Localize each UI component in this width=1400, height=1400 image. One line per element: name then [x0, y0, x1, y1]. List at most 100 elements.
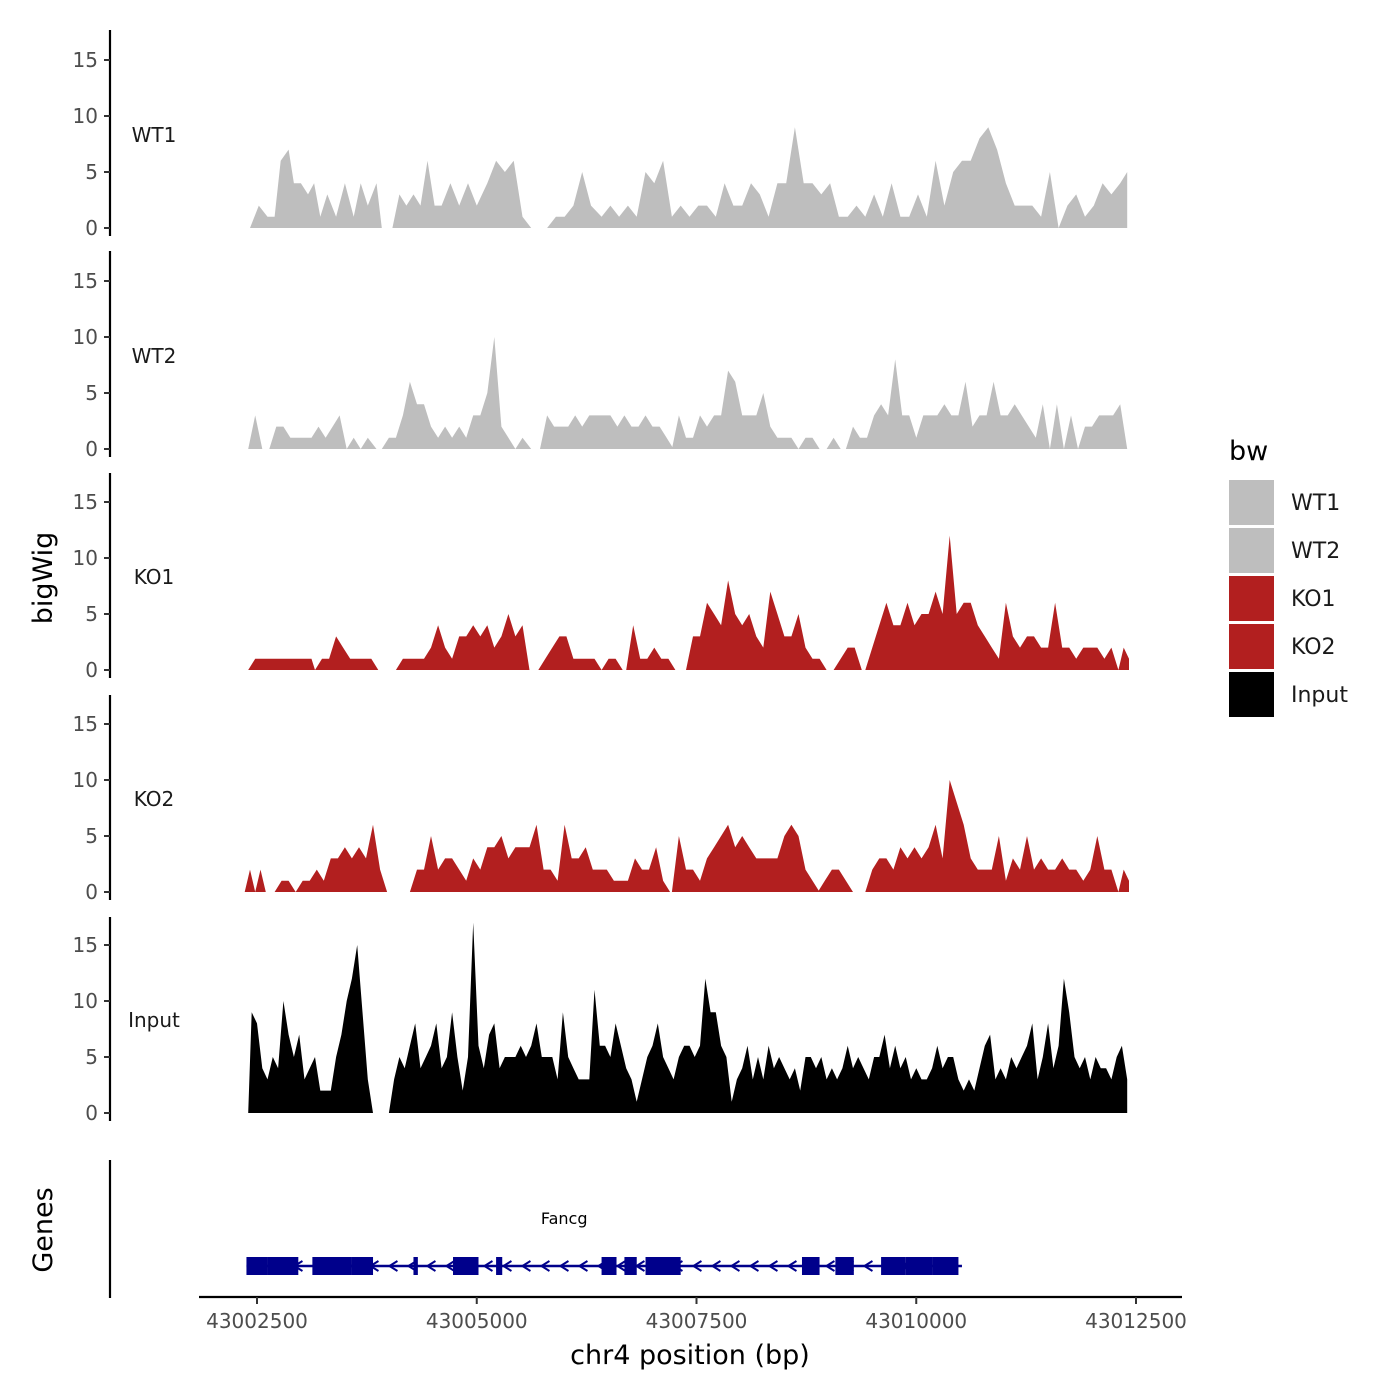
area-segment-ko2 [671, 824, 820, 892]
strand-arrow [710, 1260, 721, 1272]
x-axis-title: chr4 position (bp) [570, 1340, 810, 1371]
exon [246, 1257, 268, 1275]
area-segment-input [388, 922, 1128, 1113]
area-segment-ko1 [395, 614, 530, 670]
y-tick-label: 10 [73, 325, 98, 349]
legend-item-ko1: KO1 [1229, 576, 1336, 621]
area-segment-wt2 [845, 359, 1128, 449]
exon [413, 1257, 418, 1275]
track-label-ko1: KO1 [134, 565, 175, 589]
strand-arrow [539, 1260, 550, 1272]
exon [453, 1257, 479, 1275]
exon [881, 1257, 906, 1275]
strand-arrow [729, 1260, 740, 1272]
exon [351, 1257, 374, 1275]
y-tick-label: 10 [73, 104, 98, 128]
exon [835, 1257, 854, 1275]
legend-title: bw [1229, 436, 1268, 467]
area-segment-wt1 [547, 127, 1128, 228]
strand-arrow [767, 1260, 778, 1272]
legend-item-wt1: WT1 [1229, 480, 1340, 525]
area-segment-input [248, 945, 384, 1113]
legend-swatch [1229, 528, 1274, 573]
legend-swatch [1229, 672, 1274, 717]
area-segment-wt2 [381, 337, 532, 449]
legend-item-input: Input [1229, 672, 1348, 717]
strand-arrow [615, 1260, 626, 1272]
legend-item-ko2: KO2 [1229, 624, 1336, 669]
y-tick-label: 10 [73, 768, 98, 792]
y-tick-label: 5 [85, 381, 98, 405]
exon [312, 1257, 352, 1275]
gene-track: Fancg [108, 1160, 962, 1298]
track-label-ko2: KO2 [134, 787, 175, 811]
legend-label: WT2 [1291, 539, 1340, 564]
legend-label: KO1 [1291, 587, 1336, 612]
area-segment-wt1 [250, 149, 382, 228]
area-segment-ko1 [315, 636, 379, 670]
strand-arrow [786, 1260, 797, 1272]
area-segment-ko2 [817, 869, 853, 892]
area-segment-ko1 [865, 535, 1129, 670]
exon [624, 1257, 637, 1275]
legend-swatch [1229, 624, 1274, 669]
area-segment-ko2 [865, 780, 1129, 892]
strand-arrow [691, 1260, 702, 1272]
strand-arrow [425, 1260, 436, 1272]
y-tick-label: 0 [85, 216, 98, 240]
strand-arrow [501, 1260, 512, 1272]
y-tick-label: 15 [73, 712, 98, 736]
y-tick-label: 0 [85, 1101, 98, 1125]
y-tick-label: 5 [85, 160, 98, 184]
area-segment-wt2 [540, 415, 674, 449]
x-tick-label: 43002500 [206, 1309, 308, 1333]
strand-arrow [824, 1260, 835, 1272]
strand-arrow [558, 1260, 569, 1272]
strand-arrow [748, 1260, 759, 1272]
bigwig-tracks: 0 5 10 15 WT1 0 5 10 15 WT2 0 5 10 15 KO1 0 5 10 15 KO2 0 5 10… [73, 30, 1129, 1125]
track-label-wt2: WT2 [132, 344, 177, 368]
area-segment-ko1 [833, 647, 862, 670]
y-tick-label: 5 [85, 602, 98, 626]
area-segment-ko1 [626, 625, 676, 670]
genes-axis-title: Genes [28, 1187, 59, 1272]
exon [645, 1257, 681, 1275]
track-ko1: 0 5 10 15 KO1 [73, 473, 1129, 682]
y-tick-label: 5 [85, 1045, 98, 1069]
y-tick-label: 15 [73, 490, 98, 514]
track-input: 0 5 10 15 Input [73, 917, 1128, 1125]
legend-swatch [1229, 576, 1274, 621]
area-segment-ko1 [538, 636, 623, 670]
gene-name-label: Fancg [541, 1209, 588, 1228]
legend-swatch [1229, 480, 1274, 525]
legend-label: Input [1291, 683, 1348, 708]
x-tick-label: 43005000 [426, 1309, 528, 1333]
y-tick-label: 0 [85, 437, 98, 461]
area-segment-ko2 [409, 824, 671, 892]
area-segment-wt2 [248, 415, 377, 449]
x-tick-label: 43010000 [865, 1309, 967, 1333]
y-tick-label: 10 [73, 989, 98, 1013]
strand-arrow [577, 1260, 588, 1272]
track-wt2: 0 5 10 15 WT2 [73, 251, 1128, 461]
strand-arrow [387, 1260, 398, 1272]
x-axis: 43002500 43005000 43007500 43010000 43012500 [199, 1295, 1187, 1333]
exon [801, 1257, 820, 1275]
area-segment-ko1 [686, 580, 827, 670]
y-tick-label: 15 [73, 933, 98, 957]
gene-fancg: Fancg [246, 1209, 962, 1275]
area-segment-wt1 [392, 160, 532, 228]
area-segment-ko1 [248, 658, 315, 670]
y-tick-label: 10 [73, 546, 98, 570]
legend: bw WT1 WT2 KO1 KO2 Input [1229, 436, 1348, 717]
x-tick-label: 43007500 [646, 1309, 748, 1333]
legend-label: WT1 [1291, 491, 1340, 516]
track-ko2: 0 5 10 15 KO2 [73, 695, 1129, 904]
exon [905, 1257, 933, 1275]
y-tick-label: 0 [85, 880, 98, 904]
legend-item-wt2: WT2 [1229, 528, 1340, 573]
strand-arrow [520, 1260, 531, 1272]
y-tick-label: 0 [85, 658, 98, 682]
exon [601, 1257, 617, 1275]
